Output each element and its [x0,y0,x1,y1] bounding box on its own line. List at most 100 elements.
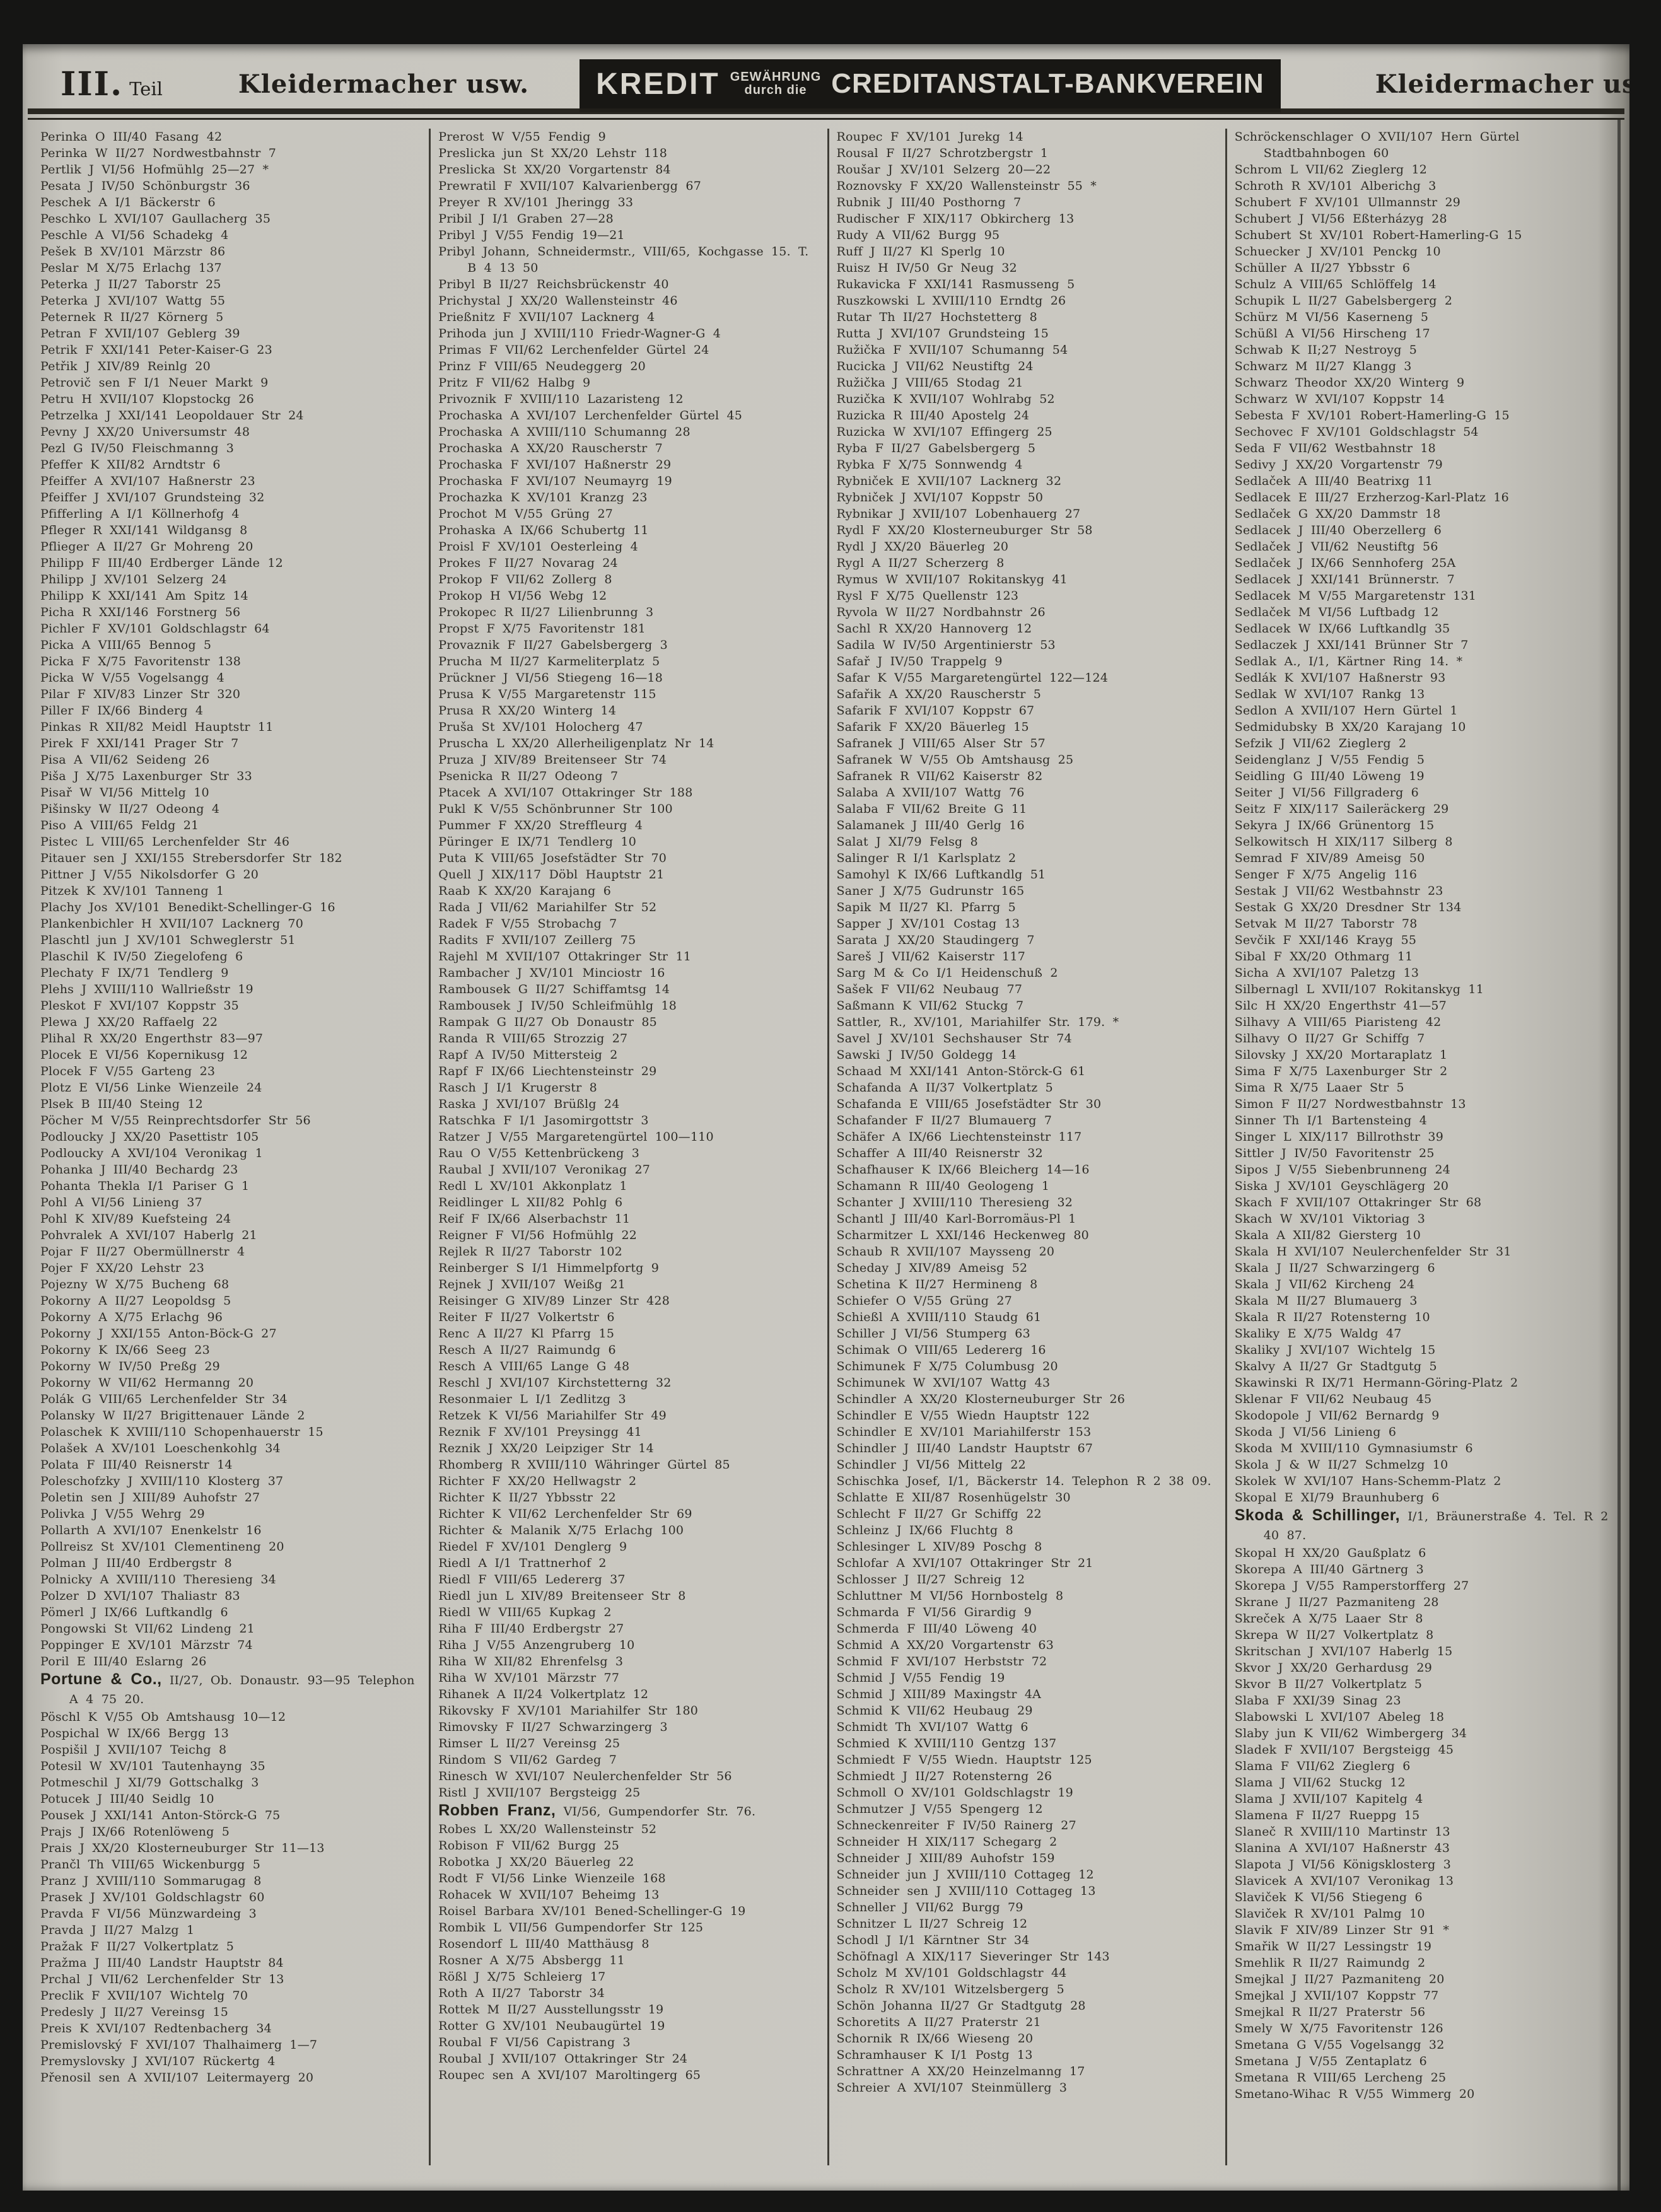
part-label: III. Teil [61,65,163,103]
directory-entry: Prokop H VI/56 Webg 12 [438,589,607,603]
directory-entry: Slama J VII/62 Stuckg 12 [1234,1776,1406,1790]
part-word: Teil [129,78,163,100]
banner-bank-name: CREDITANSTALT-BANKVEREIN [831,68,1264,99]
directory-entry: Skala J VII/62 Kircheng 24 [1234,1278,1415,1291]
directory-entry: Salinger R I/1 Karlsplatz 2 [836,851,1017,865]
directory-entry: Schiefer O V/55 Grüng 27 [836,1294,1012,1308]
banner-kredit-text: KREDIT [596,67,720,101]
directory-entry: Prusa R XX/20 Winterg 14 [438,704,617,718]
directory-entry: Robes L XX/20 Wallensteinstr 52 [438,1822,657,1836]
directory-entry: Pojar F II/27 Obermüllnerstr 4 [40,1245,245,1259]
directory-entry: Schimak O VIII/65 Ledererg 16 [836,1343,1046,1357]
directory-entry: Prewratil F XVII/107 Kalvarienbergg 67 [438,179,701,193]
directory-entry: Plehs J XVIII/110 Wallrießstr 19 [40,982,254,996]
directory-entry: Retzek K VI/56 Mariahilfer Str 49 [438,1409,667,1423]
directory-entry: Přenosil sen A XVII/107 Leitermayerg 20 [40,2071,314,2085]
directory-entry: Premyslovsky J XVI/107 Rückertg 4 [40,2054,276,2068]
directory-entry: Ruszkowski L XVIII/110 Erndtg 26 [836,294,1066,308]
header-rule-thick [28,108,1624,114]
directory-entry: Sklenar F VII/62 Neubaug 45 [1234,1392,1432,1406]
directory-entry: Sachl R XX/20 Hannoverg 12 [836,622,1032,636]
directory-entry: Skvor B II/27 Volkertplatz 5 [1234,1677,1423,1691]
directory-entry: Prihoda jun J XVIII/110 Friedr-Wagner-G … [438,327,721,341]
directory-entry: Schön Johanna II/27 Gr Stadtgutg 28 [836,1999,1086,2013]
directory-entry: Skorepa A III/40 Gärtnerg 3 [1234,1563,1424,1576]
directory-entry: Sedlaczek J XXI/141 Brünner Str 7 [1234,638,1469,652]
directory-entry: Plewa J XX/20 Raffaelg 22 [40,1015,218,1029]
directory-entry: Roubal F VI/56 Capistrang 3 [438,2035,631,2049]
directory-entry: Preclik F XVII/107 Wichtelg 70 [40,1989,248,2003]
directory-entry: Prichystal J XX/20 Wallensteinstr 46 [438,294,678,308]
directory-entry: Raska J XVI/107 Brüßlg 24 [438,1097,620,1111]
directory-entry: Prucha M II/27 Karmeliterplatz 5 [438,655,660,668]
directory-entry: Privoznik F XVIII/110 Lazaristeng 12 [438,392,684,406]
directory-entry: Pichler F XV/101 Goldschlagstr 64 [40,622,270,636]
directory-entry: Peschko L XVI/107 Gaullacherg 35 [40,212,271,226]
directory-entry: Rukavicka F XXI/141 Rasmusseng 5 [836,277,1075,291]
directory-entry: Sevčik F XXI/146 Krayg 55 [1234,933,1417,947]
directory-entry: Schüller A II/27 Ybbsstr 6 [1234,261,1411,275]
directory-entry: Raab K XX/20 Karajang 6 [438,884,612,898]
directory-entry: Perinka O III/40 Fasang 42 [40,130,223,144]
directory-entry: Radits F XVII/107 Zeillerg 75 [438,933,636,947]
directory-entry: Petran F XVII/107 Geblerg 39 [40,327,240,341]
part-roman: III. [61,64,124,103]
directory-entry: Schaub R XVII/107 Maysseng 20 [836,1245,1055,1259]
directory-entry: Robben Franz, VI/56, Gumpendorfer Str. 7… [438,1802,756,1819]
directory-entry: Schiller J VI/56 Stumperg 63 [836,1327,1030,1341]
directory-entry: Sapper J XV/101 Costag 13 [836,917,1020,931]
directory-entry: Sedlaček A III/40 Beatrixg 11 [1234,474,1433,488]
directory-entry: Sestak G XX/20 Dresdner Str 134 [1234,900,1462,914]
directory-entry: Picka F X/75 Favoritenstr 138 [40,655,241,668]
directory-entry: Slavik F XIV/89 Linzer Str 91 * [1234,1923,1450,1937]
directory-entry: Schneider H XIX/117 Schegarg 2 [836,1835,1058,1849]
directory-entry: Schuecker J XV/101 Penckg 10 [1234,245,1441,259]
directory-entry: Prajs J IX/66 Rotenlöweng 5 [40,1825,230,1839]
directory-entry: Sawski J IV/50 Goldegg 14 [836,1048,1017,1062]
directory-entry: Ružička J VIII/65 Stodag 21 [836,376,1023,390]
directory-entry: Pittner J V/55 Nikolsdorfer G 20 [40,868,259,882]
directory-entry: Philipp K XXI/141 Am Spitz 14 [40,589,248,603]
directory-entry: Schlosser J II/27 Schreig 12 [836,1573,1025,1586]
directory-entry: Schmied K XVIII/110 Gentzg 137 [836,1737,1057,1750]
directory-entry: Skaliky J XVI/107 Wichtelg 15 [1234,1343,1436,1357]
directory-entry: Rinesch W XVI/107 Neulerchenfelder Str 5… [438,1769,732,1783]
directory-entry: Reigner F VI/56 Hofmühlg 22 [438,1228,638,1242]
directory-entry: Rutta J XVI/107 Grundsteing 15 [836,327,1049,341]
directory-entry: Sedlaček J IX/66 Sennhoferg 25A [1234,556,1456,570]
directory-entry: Schimunek W XVI/107 Wattg 43 [836,1376,1051,1390]
directory-entry: Pousek J XXI/141 Anton-Störck-G 75 [40,1808,281,1822]
directory-entry: Pirek F XXI/141 Prager Str 7 [40,736,239,750]
directory-entry: Skach F XVII/107 Ottakringer Str 68 [1234,1196,1482,1209]
company-name: Portune & Co., [40,1670,162,1688]
directory-entry: Skopal H XX/20 Gaußplatz 6 [1234,1546,1426,1560]
directory-entry: Poletin sen J XIII/89 Auhofstr 27 [40,1491,260,1505]
directory-entry: Piša J X/75 Laxenburger Str 33 [40,769,252,783]
directory-entry: Schantl J III/40 Karl-Borromäus-Pl 1 [836,1212,1076,1226]
directory-entry: Plihal R XX/20 Engerthstr 83—97 [40,1032,264,1045]
directory-entry: Reschl J XVI/107 Kirchstetterng 32 [438,1376,672,1390]
directory-entry: Pokorny A X/75 Erlachg 96 [40,1310,223,1324]
directory-entry: Schneider sen J XVIII/110 Cottageg 13 [836,1884,1096,1898]
directory-entry: Rindom S VII/62 Gardeg 7 [438,1753,617,1767]
directory-entry: Schaad M XXI/141 Anton-Störck-G 61 [836,1064,1086,1078]
directory-entry: Sipos J V/55 Siebenbrunneng 24 [1234,1163,1451,1177]
directory-entry: Schmiedt J II/27 Rotensterng 26 [836,1769,1052,1783]
directory-entry: Salaba F VII/62 Breite G 11 [836,802,1027,816]
directory-entry: Silhavy O II/27 Gr Schiffg 7 [1234,1032,1425,1045]
directory-entry: Sefzik J VII/62 Zieglerg 2 [1234,736,1407,750]
directory-entry: Plankenbichler H XVII/107 Lacknerg 70 [40,917,303,931]
directory-entry: Reidlinger L XII/82 Pohlg 6 [438,1196,623,1209]
directory-entry: Skoda & Schillinger, I/1, Bräunerstraße … [1234,1506,1609,1542]
directory-entry: Schrattner A XX/20 Heinzelmanng 17 [836,2064,1085,2078]
directory-entry: Rydl J XX/20 Bäuerleg 20 [836,540,1009,554]
directory-entry: Seidenglanz J V/55 Fendig 5 [1234,753,1425,767]
directory-entry: Perinka W II/27 Nordwestbahnstr 7 [40,146,277,160]
directory-entry: Schäfer A IX/66 Liechtensteinstr 117 [836,1130,1082,1144]
directory-entry: Riedl jun L XIV/89 Breitenseer Str 8 [438,1589,686,1603]
directory-entry: Sadila W IV/50 Argentinierstr 53 [836,638,1056,652]
directory-entry: Pitzek K XV/101 Tanneng 1 [40,884,224,898]
directory-entry: Rybniček E XVII/107 Lacknerg 32 [836,474,1062,488]
directory-entry: Slaviček K VI/56 Stiegeng 6 [1234,1890,1423,1904]
directory-entry: Petrzelka J XXI/141 Leopoldauer Str 24 [40,409,304,422]
